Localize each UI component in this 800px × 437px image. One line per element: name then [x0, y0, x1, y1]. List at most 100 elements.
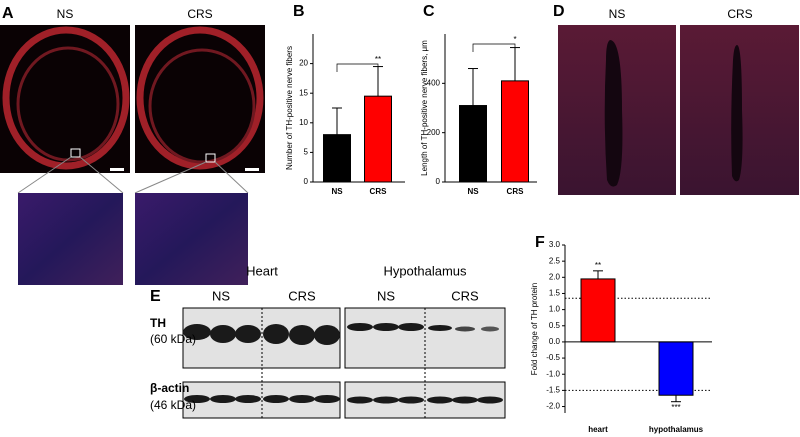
significance: *	[513, 35, 516, 44]
y-tick-label: -1.0	[546, 369, 560, 378]
bar	[501, 80, 529, 183]
band	[235, 395, 261, 403]
heart-section	[16, 46, 120, 162]
bar	[323, 134, 351, 183]
group-label: CRS	[288, 288, 316, 303]
zoom-line	[134, 161, 207, 194]
micrograph-zoom	[135, 193, 248, 285]
group-label: CRS	[451, 288, 479, 303]
significance: **	[375, 55, 381, 64]
y-tick-label: 1.5	[549, 289, 561, 298]
y-tick-label: 10	[299, 118, 308, 127]
panel-label: C	[423, 3, 435, 20]
band	[428, 325, 452, 331]
micrograph	[135, 25, 265, 173]
y-tick-label: -1.5	[546, 385, 560, 394]
bar	[580, 278, 616, 343]
band	[184, 395, 210, 403]
zoom-box	[205, 153, 216, 163]
y-tick-label: 2.0	[549, 272, 561, 281]
band	[452, 396, 478, 404]
x-tick-label: CRS	[507, 187, 525, 196]
y-tick-label: 0.0	[549, 337, 561, 346]
row-size: (60 kDa)	[150, 332, 196, 346]
band	[373, 396, 399, 404]
band	[427, 396, 453, 404]
group-label: CRS	[187, 7, 212, 21]
zoom-box	[70, 148, 81, 158]
zoom-line	[214, 161, 249, 194]
x-tick-label: NS	[467, 187, 479, 196]
y-tick-label: 20	[299, 59, 308, 68]
heart-section	[136, 26, 264, 170]
heart-section	[148, 48, 256, 164]
x-tick-label: CRS	[370, 187, 388, 196]
group-label: NS	[609, 7, 626, 21]
row-label: TH	[150, 316, 166, 330]
scale-bar	[245, 168, 259, 171]
band	[477, 396, 503, 404]
band	[455, 326, 475, 332]
band	[235, 325, 261, 343]
band	[314, 325, 340, 345]
ventricle	[731, 45, 743, 182]
panel-label: F	[535, 234, 545, 251]
panel-label: B	[293, 3, 305, 20]
row-size: (46 kDa)	[150, 398, 196, 412]
y-axis-label: Length of TH-positive nerve fibers, μm	[420, 40, 429, 176]
significance: **	[595, 261, 601, 270]
group-label: NS	[57, 7, 74, 21]
tissue-label: Heart	[246, 263, 278, 278]
micrograph-group	[558, 25, 799, 195]
bar	[364, 95, 392, 183]
significance-bracket	[472, 43, 516, 52]
band	[289, 325, 315, 345]
micrograph-group	[0, 25, 265, 285]
row-label: β-actin	[150, 381, 189, 395]
zoom-line	[79, 156, 124, 194]
bar	[459, 105, 487, 183]
group-label: NS	[377, 288, 395, 303]
x-tick-label: NS	[331, 187, 343, 196]
tissue-label: Hypothalamus	[383, 263, 467, 278]
y-tick-label: 1.0	[549, 305, 561, 314]
y-tick-label: 15	[299, 88, 308, 97]
panel-label: D	[553, 3, 565, 20]
panel-label: E	[150, 288, 161, 305]
significance-bracket	[336, 63, 379, 72]
y-tick-label: 2.5	[549, 256, 561, 265]
significance: ***	[671, 403, 680, 412]
group-label: NS	[212, 288, 230, 303]
bar	[658, 341, 694, 396]
y-tick-label: 400	[427, 78, 441, 87]
scale-bar	[110, 168, 124, 171]
band	[347, 323, 373, 331]
group-label: CRS	[727, 7, 752, 21]
micrograph-zoom	[18, 193, 123, 285]
ventricle	[604, 40, 623, 187]
band	[210, 325, 236, 343]
y-tick-label: 0.5	[549, 321, 561, 330]
y-axis-label: Number of TH-positive nerve fibers	[285, 46, 294, 170]
band	[398, 323, 424, 331]
y-tick-label: 200	[427, 128, 441, 137]
blot-group	[182, 307, 506, 419]
y-axis-label: Fold change of TH protein	[530, 283, 539, 375]
band	[347, 396, 373, 404]
band	[210, 395, 236, 403]
zoom-line	[17, 156, 72, 194]
x-tick-label: hypothalamus	[649, 425, 704, 434]
panel-label: A	[2, 5, 14, 22]
band	[289, 395, 315, 403]
band	[263, 395, 289, 403]
y-tick-label: 5	[304, 148, 309, 157]
y-tick-label: 0	[436, 177, 441, 186]
y-tick-label: -0.5	[546, 353, 560, 362]
heart-section	[2, 26, 130, 170]
y-tick-label: 0	[304, 177, 309, 186]
y-tick-label: -2.0	[546, 402, 560, 411]
y-tick-label: 3.0	[549, 240, 561, 249]
band	[314, 395, 340, 403]
x-tick-label: heart	[588, 425, 608, 434]
